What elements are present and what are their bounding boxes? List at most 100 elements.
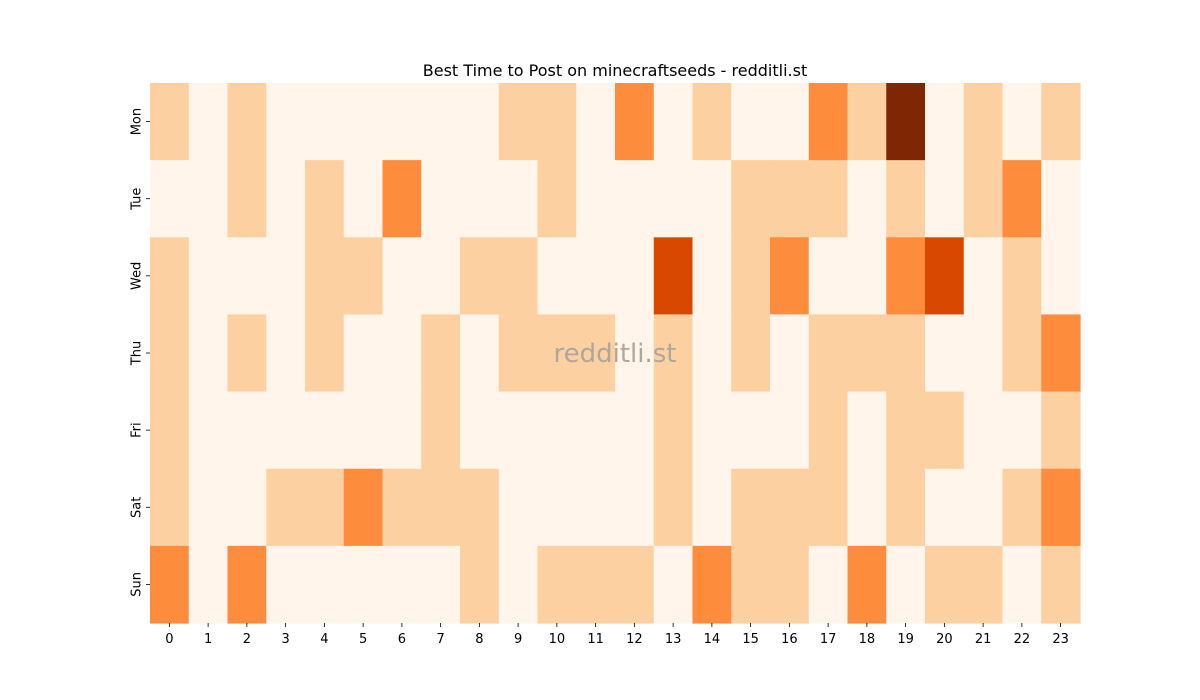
heatmap-cell-sun-19 bbox=[886, 545, 926, 624]
heatmap-cell-fri-4 bbox=[305, 391, 345, 470]
heatmap-cell-fri-2 bbox=[227, 391, 267, 470]
heatmap-cell-thu-5 bbox=[343, 314, 384, 393]
heatmap-cell-tue-9 bbox=[498, 160, 539, 238]
heatmap-cell-mon-23 bbox=[1041, 83, 1081, 161]
heatmap-cell-sun-7 bbox=[421, 545, 461, 624]
heatmap-cell-thu-11 bbox=[576, 314, 616, 393]
y-tick-label: Wed bbox=[130, 262, 145, 290]
heatmap-cell-fri-12 bbox=[615, 391, 655, 470]
heatmap-cell-mon-7 bbox=[421, 83, 461, 161]
heatmap-cell-thu-7 bbox=[421, 314, 461, 393]
x-axis: 0 1 2 3 4 5 6 7 8 9 10 11 12 13 14 15 16 17 18 19 20 21 22 23 bbox=[165, 623, 1069, 647]
heatmap-cell-thu-8 bbox=[460, 314, 500, 393]
heatmap-cell-sat-22 bbox=[1002, 468, 1042, 547]
heatmap-cell-fri-10 bbox=[537, 391, 577, 470]
heatmap-cell-tue-8 bbox=[460, 160, 500, 238]
heatmap-cell-tue-18 bbox=[847, 160, 887, 238]
heatmap-cell-fri-21 bbox=[963, 391, 1004, 470]
heatmap-cell-tue-3 bbox=[266, 160, 306, 238]
heatmap-cell-wed-8 bbox=[460, 237, 500, 316]
heatmap-cell-mon-5 bbox=[343, 83, 384, 161]
heatmap-cell-tue-14 bbox=[692, 160, 732, 238]
heatmap-cell-mon-0 bbox=[150, 83, 190, 161]
x-tick-label: 11 bbox=[587, 632, 604, 647]
heatmap-cell-wed-22 bbox=[1002, 237, 1042, 316]
heatmap-cell-sun-13 bbox=[653, 545, 694, 624]
heatmap-cell-thu-16 bbox=[770, 314, 810, 393]
watermark-text: redditli.st bbox=[554, 339, 677, 369]
heatmap-cell-mon-14 bbox=[692, 83, 732, 161]
heatmap-cell-sat-20 bbox=[925, 468, 965, 547]
heatmap-cells bbox=[150, 83, 1081, 624]
heatmap-cell-sun-12 bbox=[615, 545, 655, 624]
heatmap-cell-wed-5 bbox=[343, 237, 384, 316]
x-tick-label: 5 bbox=[359, 632, 367, 647]
x-tick-label: 17 bbox=[820, 632, 837, 647]
heatmap-cell-thu-23 bbox=[1041, 314, 1081, 393]
heatmap-cell-sat-8 bbox=[460, 468, 500, 547]
heatmap-cell-sun-9 bbox=[498, 545, 539, 624]
heatmap-cell-wed-6 bbox=[382, 237, 422, 316]
heatmap-cell-fri-17 bbox=[808, 391, 849, 470]
heatmap-cell-tue-0 bbox=[150, 160, 190, 238]
x-tick-label: 8 bbox=[475, 632, 483, 647]
heatmap-cell-wed-11 bbox=[576, 237, 616, 316]
heatmap-cell-wed-20 bbox=[925, 237, 965, 316]
heatmap-cell-sun-20 bbox=[925, 545, 965, 624]
heatmap-cell-tue-5 bbox=[343, 160, 384, 238]
heatmap-cell-fri-3 bbox=[266, 391, 306, 470]
x-tick-label: 3 bbox=[281, 632, 289, 647]
chart-title: Best Time to Post on minecraftseeds - re… bbox=[423, 61, 807, 80]
heatmap-cell-thu-18 bbox=[847, 314, 887, 393]
heatmap-cell-mon-16 bbox=[770, 83, 810, 161]
heatmap-cell-mon-15 bbox=[731, 83, 771, 161]
x-tick-label: 6 bbox=[398, 632, 406, 647]
heatmap-cell-tue-4 bbox=[305, 160, 345, 238]
heatmap-cell-thu-1 bbox=[188, 314, 229, 393]
heatmap-cell-sun-17 bbox=[808, 545, 849, 624]
heatmap-cell-wed-17 bbox=[808, 237, 849, 316]
heatmap-cell-thu-4 bbox=[305, 314, 345, 393]
heatmap-cell-sat-12 bbox=[615, 468, 655, 547]
x-tick-label: 2 bbox=[243, 632, 251, 647]
heatmap-cell-sat-14 bbox=[692, 468, 732, 547]
heatmap-cell-sun-5 bbox=[343, 545, 384, 624]
y-axis: Mon Tue Wed Thu Fri Sat Sun bbox=[130, 108, 150, 597]
heatmap-cell-tue-21 bbox=[963, 160, 1004, 238]
heatmap-cell-wed-19 bbox=[886, 237, 926, 316]
heatmap-cell-thu-6 bbox=[382, 314, 422, 393]
heatmap-cell-fri-14 bbox=[692, 391, 732, 470]
heatmap-cell-fri-20 bbox=[925, 391, 965, 470]
heatmap-cell-thu-3 bbox=[266, 314, 306, 393]
heatmap-cell-mon-3 bbox=[266, 83, 306, 161]
heatmap-cell-thu-20 bbox=[925, 314, 965, 393]
heatmap-cell-sun-14 bbox=[692, 545, 732, 624]
heatmap-cell-tue-16 bbox=[770, 160, 810, 238]
heatmap-cell-sat-2 bbox=[227, 468, 267, 547]
heatmap-cell-thu-21 bbox=[963, 314, 1004, 393]
heatmap-cell-thu-14 bbox=[692, 314, 732, 393]
heatmap-cell-tue-22 bbox=[1002, 160, 1042, 238]
heatmap-cell-fri-7 bbox=[421, 391, 461, 470]
heatmap-cell-wed-18 bbox=[847, 237, 887, 316]
heatmap-cell-tue-7 bbox=[421, 160, 461, 238]
heatmap-cell-wed-9 bbox=[498, 237, 539, 316]
heatmap-cell-sat-15 bbox=[731, 468, 771, 547]
heatmap-cell-sun-10 bbox=[537, 545, 577, 624]
x-tick-label: 15 bbox=[742, 632, 759, 647]
heatmap-cell-sun-18 bbox=[847, 545, 887, 624]
heatmap-cell-thu-19 bbox=[886, 314, 926, 393]
heatmap-cell-wed-16 bbox=[770, 237, 810, 316]
heatmap-cell-sat-6 bbox=[382, 468, 422, 547]
heatmap-cell-wed-12 bbox=[615, 237, 655, 316]
heatmap-cell-fri-23 bbox=[1041, 391, 1081, 470]
heatmap-cell-tue-1 bbox=[188, 160, 229, 238]
heatmap-cell-sat-4 bbox=[305, 468, 345, 547]
heatmap-cell-thu-2 bbox=[227, 314, 267, 393]
heatmap-cell-fri-9 bbox=[498, 391, 539, 470]
heatmap-cell-sat-10 bbox=[537, 468, 577, 547]
heatmap-cell-sun-4 bbox=[305, 545, 345, 624]
heatmap-cell-tue-13 bbox=[653, 160, 694, 238]
heatmap-cell-tue-20 bbox=[925, 160, 965, 238]
